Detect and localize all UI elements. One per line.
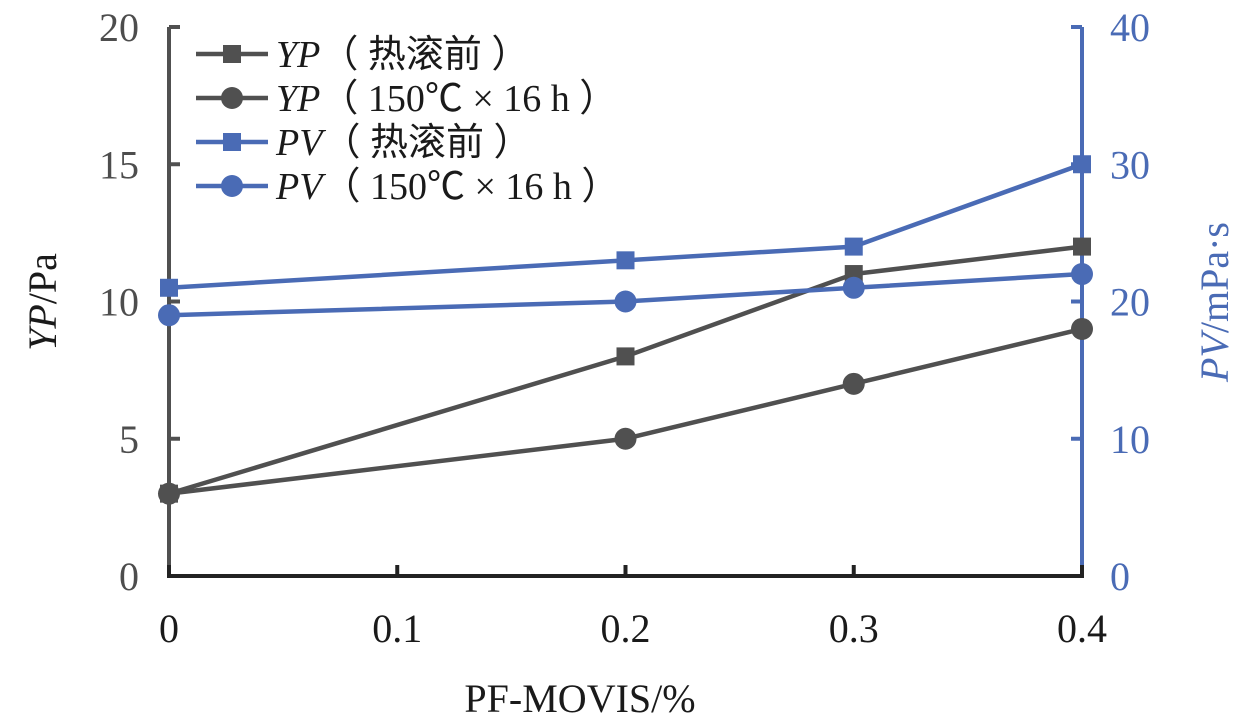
y-tick-label: 10 (99, 280, 139, 325)
x-tick-label: 0.4 (1057, 606, 1107, 651)
legend-label-italic: YP (276, 34, 320, 76)
y-axis-title-unit: /Pa (20, 253, 65, 304)
y-tick-label: 20 (99, 5, 139, 50)
data-point (160, 278, 178, 297)
legend-label-suffix: （ 150℃ × 16 h ） (320, 78, 617, 120)
series-line (168, 162, 1083, 291)
data-point (158, 304, 180, 327)
x-axis-title: PF-MOVIS/% (464, 676, 695, 721)
series-line (168, 244, 1083, 496)
y-axis-title-italic: YP (20, 304, 65, 351)
legend-label-suffix: （ 热滚前 ） (322, 122, 531, 164)
legend-label-italic: PV (275, 166, 326, 208)
legend-item: YP（ 热滚前 ） (196, 34, 529, 76)
legend-item: PV（ 热滚前 ） (196, 122, 531, 164)
data-point (614, 427, 637, 450)
data-point (616, 347, 635, 366)
series-4 (158, 263, 1093, 327)
data-point (616, 251, 635, 270)
y2-tick-label: 40 (1110, 5, 1150, 50)
data-point (844, 237, 863, 256)
data-point (842, 372, 865, 395)
legend-label: YP（ 150℃ × 16 h ） (276, 78, 617, 120)
legend-label: PV（ 150℃ × 16 h ） (275, 166, 619, 208)
data-point (158, 482, 180, 505)
legend-item: YP（ 150℃ × 16 h ） (196, 78, 617, 120)
series-3 (160, 155, 1091, 297)
data-point (1073, 155, 1091, 174)
y2-axis-title-unit: /mPa·s (1192, 222, 1237, 333)
legend-label-suffix: （ 150℃ × 16 h ） (322, 166, 619, 208)
y-tick-label: 5 (119, 417, 139, 462)
legend-marker (223, 45, 241, 63)
y2-tick-label: 20 (1110, 280, 1150, 325)
series-2 (158, 317, 1093, 505)
series-line (168, 326, 1083, 496)
legend-label-italic: YP (276, 78, 320, 120)
y2-tick-label: 10 (1110, 417, 1150, 462)
legend-label-suffix: （ 热滚前 ） (320, 34, 529, 76)
data-point (1071, 263, 1093, 286)
x-tick-label: 0.3 (829, 606, 879, 651)
y-axis-title: YP/Pa (20, 253, 65, 351)
data-point (842, 276, 865, 299)
data-point (1073, 237, 1091, 256)
x-tick-label: 0.2 (601, 606, 651, 651)
legend-marker (223, 133, 241, 151)
x-tick-label: 0.1 (372, 606, 422, 651)
y2-axis-title-italic: PV (1192, 329, 1237, 383)
legend-marker (221, 175, 243, 197)
legend-label: YP（ 热滚前 ） (276, 34, 529, 76)
series-line (168, 271, 1083, 318)
y2-tick-label: 0 (1110, 554, 1130, 599)
data-point (614, 290, 637, 313)
y2-tick-label: 30 (1110, 142, 1150, 187)
data-point (1071, 317, 1093, 340)
series-layer (158, 155, 1093, 505)
axes: 0 5 10 15 20 0 10 20 30 40 0 0.1 0.2 0.3 0.4 (99, 5, 1150, 651)
series-1 (160, 237, 1091, 503)
y-tick-label: 15 (99, 142, 139, 187)
legend: YP（ 热滚前 ）YP（ 150℃ × 16 h ）PV（ 热滚前 ）PV（ 1… (196, 34, 619, 208)
x-tick-label: 0 (159, 606, 179, 651)
legend-item: PV（ 150℃ × 16 h ） (196, 166, 619, 208)
legend-marker (221, 87, 243, 109)
y2-axis-title: PV/mPa·s (1192, 222, 1237, 383)
legend-label-italic: PV (275, 122, 326, 164)
y-tick-label: 0 (119, 554, 139, 599)
legend-label: PV（ 热滚前 ） (275, 122, 531, 164)
